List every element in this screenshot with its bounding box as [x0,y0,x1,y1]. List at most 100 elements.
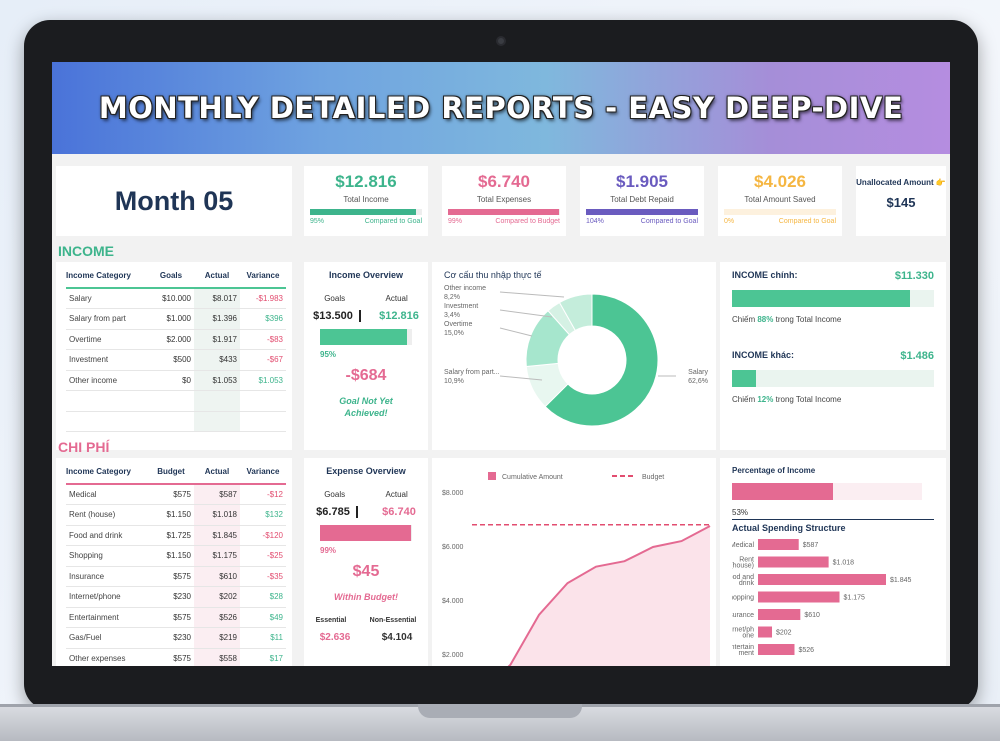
note-prefix: Chiếm [732,395,756,404]
cell-category: Gas/Fuel [66,627,148,649]
cell-actual: $1.053 [194,370,240,391]
donut-leader-line [499,309,553,318]
webcam-icon [496,36,506,46]
cell-goal: $0 [148,370,194,391]
y-tick-label: $2.000 [442,652,464,659]
donut-slice-pct: 8,2% [444,294,460,301]
cell-category: Overtime [66,329,148,350]
kpi-value: $4.026 [754,172,806,191]
kpi-note: Compared to Goal [364,218,422,225]
col-budget: Budget [157,467,185,476]
cell-variance: $132 [240,504,286,526]
kpi-total-debt-repaid: $1.905 Total Debt Repaid 104% Compared to… [580,166,704,236]
nonessential-value: $4.104 [381,632,413,643]
goals-label: Goals [324,294,346,303]
spending-bar [758,609,801,620]
table-row: Shopping $1.150 $1.175 -$25 [66,545,286,567]
income-overview-card: Income Overview Goals Actual $13.500 $12.8… [304,262,428,450]
cell-goal: $575 [148,484,194,505]
expense-table-card: Income Category Budget Actual Variance M… [56,458,292,666]
cell-goal: $2.000 [148,329,194,350]
spending-title: Actual Spending Structure [732,523,846,533]
donut-slice-label: Salary [688,369,708,376]
cell-actual: $8.017 [194,288,240,309]
income-other-pct: 12% [757,395,774,404]
income-donut-chart: Other income 8,2% Investment 3,4% Overtime 15… [444,285,708,427]
kpi-value: $1.905 [616,172,668,191]
y-tick-label: $8.000 [442,490,464,497]
expense-structure-card: Percentage of Income 53% Actual Spending… [720,458,946,666]
table-row [66,390,286,412]
kpi-value: $12.816 [335,172,397,191]
kpi-note: Compared to Goal [640,218,698,225]
expense-section-title: CHI PHÍ [58,439,110,455]
actual-value: $6.740 [382,506,416,518]
kpi-label: Total Expenses [476,195,532,204]
income-section-title: INCOME [58,243,114,259]
table-row: Entertainment $575 $526 $49 [66,607,286,628]
kpi-fill [448,209,559,215]
kpi-progress-bar [310,209,422,215]
table-row: Insurance $575 $610 -$35 [66,566,286,587]
cell-goal: $1.000 [148,308,194,330]
month-label: Month 05 [114,185,234,216]
legend-cumulative-label: Cumulative Amount [502,474,563,481]
y-tick-label: $4.000 [442,598,464,605]
income-main-pct: 88% [757,315,774,324]
empty-cell [66,411,148,432]
cell-category: Investment [66,349,148,371]
expense-overview-title: Expense Overview [326,466,406,476]
spending-bar [758,644,795,655]
cell-variance: -$12 [240,484,286,505]
cell-category: Insurance [66,566,148,587]
cumulative-area [509,526,710,666]
income-other-bar [732,370,934,387]
income-overview-title: Income Overview [328,270,404,280]
empty-cell [240,390,286,412]
cell-actual: $526 [194,607,240,628]
cell-variance: $28 [240,586,286,608]
kpi-total-income: $12.816 Total Income 95% Compared to Goal [304,166,428,236]
cell-actual: $219 [194,627,240,649]
legend-budget-label: Budget [642,474,664,481]
cell-goal: $500 [148,349,194,371]
cell-goal: $230 [148,627,194,649]
income-split-card: INCOME chính: $11.330 Chiếm 88% trong Tot… [720,262,946,450]
month-card: Month 05 [56,166,292,236]
table-row: Rent (house) $1.150 $1.018 $132 [66,504,286,526]
cell-category: Medical [66,484,148,505]
col-category: Income Category [66,467,131,476]
cell-goal: $230 [148,586,194,608]
kpi-note: Compared to Goal [778,218,836,225]
spending-category-label: Rent (house) [732,557,754,570]
table-row: Investment $500 $433 -$67 [66,349,286,371]
unallocated-title: Unallocated Amount 👉 [856,178,946,187]
cell-actual: $610 [194,566,240,587]
spending-bar [758,626,773,638]
unallocated-card: Unallocated Amount 👉 $145 [856,166,946,236]
col-variance: Variance [246,271,280,280]
cell-goal: $575 [148,566,194,587]
cumulative-chart-card: Cumulative Amount Budget $8.000 $6.000 $4.00… [432,458,716,666]
cell-variance: -$67 [240,349,286,371]
spending-category-label: Internet/phone [732,627,754,640]
page-title: MONTHLY DETAILED REPORTS - EASY DEEP-DIV… [98,91,904,125]
empty-cell [148,390,194,412]
legend-cumulative-swatch [488,472,496,480]
cell-actual: $433 [194,349,240,371]
cell-variance: -$83 [240,329,286,350]
donut-slice-label: Overtime [444,321,473,328]
cell-variance: $11 [240,627,286,649]
cell-goal: $10.000 [148,288,194,309]
cell-variance: $49 [240,607,286,628]
cell-variance: $17 [240,648,286,666]
cumulative-area-chart: Cumulative Amount Budget $8.000 $6.000 $4.00… [442,472,711,666]
cell-category: Rent (house) [66,504,148,526]
empty-cell [194,411,240,432]
spending-value-label: $1.845 [890,577,912,584]
donut-slice-label: Other income [444,285,486,292]
spending-bar [758,591,840,603]
spending-value-label: $202 [776,630,792,637]
table-row: Internet/phone $230 $202 $28 [66,586,286,608]
goals-label: Goals [324,490,346,499]
